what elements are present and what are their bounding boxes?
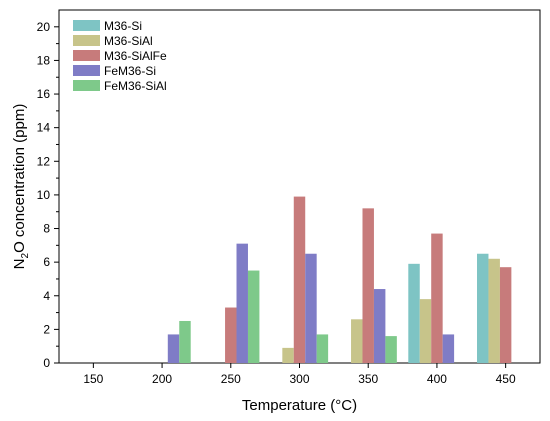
legend-label: M36-SiAl [104,34,153,48]
bar-fem36-si-300 [305,253,317,363]
y-axis-label-prefix: N [11,258,28,269]
bar-m36-sial-400 [419,299,432,363]
y-tick-label: 6 [43,255,50,269]
x-tick-label: 350 [358,372,378,386]
y-tick-label: 12 [37,154,51,168]
x-tick-label: 300 [289,372,309,386]
legend-label: M36-SiAlFe [104,49,167,63]
legend-label: FeM36-Si [104,64,156,78]
y-tick-label: 16 [37,87,51,101]
y-tick-label: 10 [37,188,51,202]
bar-series-group [167,196,512,363]
x-tick-label: 450 [496,372,516,386]
y-axis: 0 2 4 6 8 10 12 14 16 18 20 [37,20,59,370]
bar-m36-sialfe-400 [431,233,443,363]
bar-m36-si-450 [477,253,489,363]
x-axis: 150 200 250 300 350 400 450 [83,363,516,386]
bar-m36-sial-450 [488,258,500,363]
bar-m36-sialfe-350 [362,208,374,363]
y-axis-label-subscript: 2 [20,252,31,258]
legend-swatch [73,50,100,61]
x-tick-label: 150 [83,372,103,386]
bar-m36-sial-350 [351,319,363,363]
legend: M36-SiM36-SiAlM36-SiAlFeFeM36-SiFeM36-Si… [73,19,167,93]
y-tick-label: 0 [43,356,50,370]
bar-m36-sialfe-250 [225,307,237,363]
bar-fem36-si-200 [167,334,180,363]
y-tick-label: 20 [37,20,51,34]
bar-fem36-sial-200 [179,320,191,363]
bar-fem36-sial-300 [316,334,329,363]
legend-label: M36-Si [104,19,142,33]
legend-label: FeM36-SiAl [104,79,167,93]
legend-swatch [73,20,100,31]
x-tick-label: 400 [427,372,447,386]
bar-fem36-si-350 [373,289,386,363]
bar-m36-sialfe-450 [499,267,512,363]
bar-fem36-si-250 [236,243,248,363]
legend-swatch [73,35,100,46]
y-tick-label: 4 [43,289,50,303]
y-tick-label: 8 [43,222,50,236]
bar-m36-sial-300 [282,347,294,363]
y-tick-label: 18 [37,53,51,67]
bar-fem36-si-400 [442,334,455,363]
legend-swatch [73,80,100,91]
bar-fem36-sial-250 [247,270,260,363]
y-tick-label: 2 [43,322,50,336]
y-axis-label: N2O concentration (ppm) [11,104,31,270]
y-tick-label: 14 [37,121,51,135]
x-tick-label: 200 [152,372,172,386]
legend-swatch [73,65,100,76]
bar-fem36-sial-350 [385,336,397,363]
x-tick-label: 250 [221,372,241,386]
bar-m36-si-400 [408,263,420,363]
y-axis-label-suffix: O concentration (ppm) [11,104,28,253]
bar-m36-sialfe-300 [293,196,306,363]
x-axis-label: Temperature (°C) [242,397,357,414]
